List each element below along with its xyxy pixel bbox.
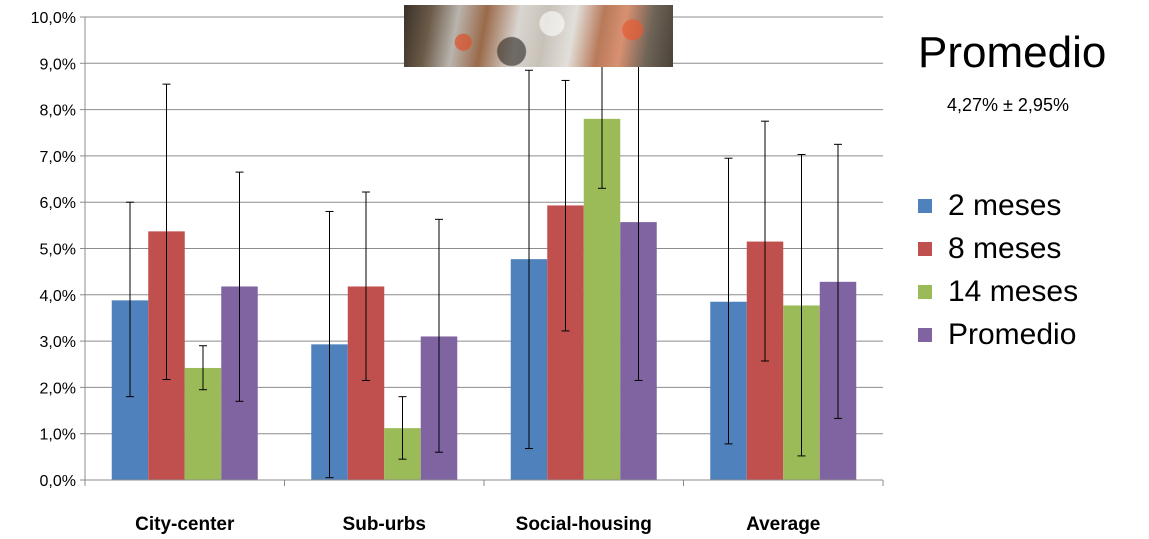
x-axis: City-center Sub-urbs Social-housing Average — [84, 479, 884, 535]
y-tick-label: 8,0% — [40, 103, 76, 120]
legend-item: 14 meses — [918, 270, 1078, 313]
y-tick-label: 3,0% — [40, 334, 76, 351]
y-tick-label: 4,0% — [40, 288, 76, 305]
x-category-label: Sub-urbs — [343, 514, 426, 535]
bars — [111, 118, 857, 481]
y-tick-label: 9,0% — [40, 56, 76, 73]
legend-swatch — [918, 198, 932, 213]
legend-swatch — [918, 241, 932, 256]
y-tick-label: 2,0% — [40, 380, 76, 397]
legend-label: 8 meses — [948, 231, 1062, 265]
waste-photo — [404, 5, 673, 67]
legend-item: Promedio — [918, 313, 1078, 356]
x-category-label: City-center — [135, 514, 235, 535]
side-panel-subtitle: 4,27% ± 2,95% — [947, 95, 1069, 115]
legend-item: 8 meses — [918, 227, 1078, 270]
y-tick-label: 7,0% — [40, 149, 76, 166]
legend-swatch — [918, 327, 932, 342]
legend-label: 14 meses — [948, 274, 1079, 308]
legend-label: Promedio — [948, 317, 1077, 351]
legend: 2 meses 8 meses 14 meses Promedio — [918, 184, 1078, 356]
legend-item: 2 meses — [918, 184, 1078, 227]
legend-swatch — [918, 284, 932, 299]
y-tick-label: 0,0% — [40, 473, 76, 490]
x-category-label: Average — [746, 514, 820, 535]
side-panel-title: Promedio — [918, 28, 1107, 77]
y-tick-label: 5,0% — [40, 242, 76, 259]
x-category-label: Social-housing — [516, 514, 652, 535]
y-axis: 0,0% 1,0% 2,0% 3,0% 4,0% 5,0% 6,0% 7,0% 8,0% 9,0%… — [31, 10, 86, 490]
y-tick-label: 10,0% — [31, 10, 76, 27]
y-tick-label: 6,0% — [40, 195, 76, 212]
y-tick-label: 1,0% — [40, 427, 76, 444]
legend-label: 2 meses — [948, 188, 1062, 222]
